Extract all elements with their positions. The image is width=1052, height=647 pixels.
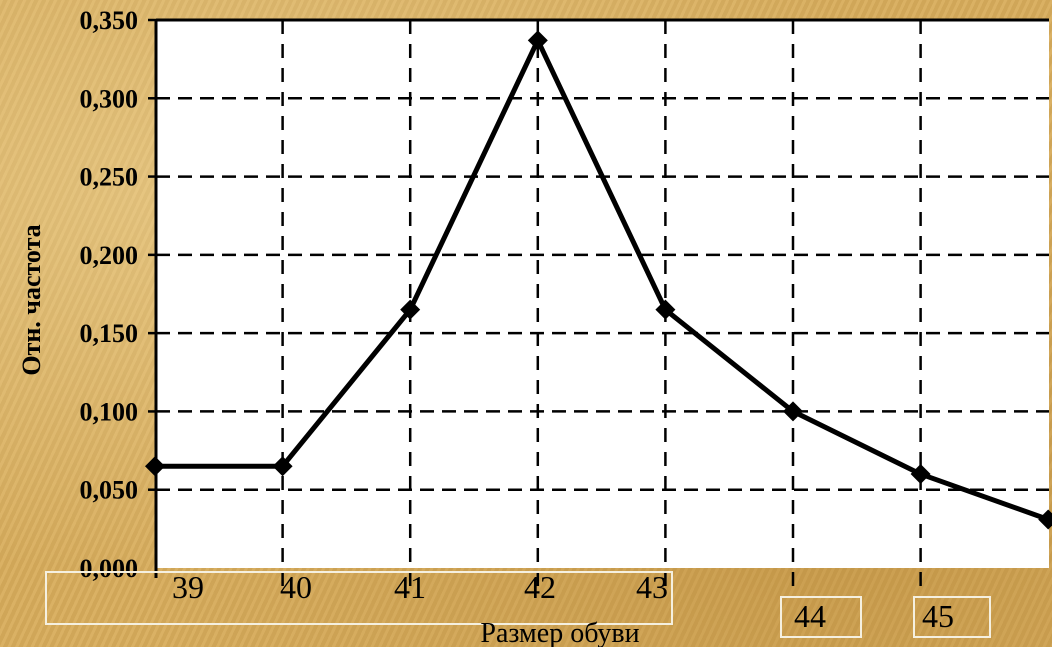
x-axis-label: Размер обуви [480,618,639,647]
data-point [145,456,165,477]
y-tick-labels: 0,000 0,050 0,100 0,150 0,200 0,250 0,300 0,350 [80,6,139,583]
x-tick-label: 40 [280,569,312,605]
data-point [1038,509,1052,530]
y-tick-label: 0,000 [80,554,139,583]
y-tick-label: 0,200 [80,241,139,270]
plot-area [156,20,1049,568]
x-tick-label-frame-45 [913,596,991,638]
y-tick-label: 0,100 [80,397,139,426]
x-tick-label: 45 [922,598,954,634]
data-point [400,299,421,320]
y-tick-label: 0,050 [80,476,139,505]
data-point [655,299,676,320]
y-tick-label: 0,300 [80,84,139,113]
x-tick-label: 43 [636,569,668,605]
series-line [155,37,1050,522]
y-tick-label: 0,150 [80,319,139,348]
data-point [910,464,931,485]
data-point [272,456,293,477]
y-tick-label: 0,250 [80,163,139,192]
x-tick-label: 42 [524,569,556,605]
x-tick-label: 41 [394,569,426,605]
axes [154,18,1049,578]
x-tick-labels: 39 40 41 42 43 44 45 [172,569,954,634]
x-tick-label-frame-44 [780,596,862,638]
data-point [783,401,803,422]
x-tick-label: 39 [172,569,204,605]
x-tick-label: 44 [794,598,826,634]
data-series [145,30,1052,530]
y-axis-label: Отн. частота [17,224,46,375]
x-tick-frames [45,571,991,638]
data-point [527,30,548,51]
y-tick-label: 0,350 [80,6,139,35]
x-tick-label-frame-left [45,571,673,625]
